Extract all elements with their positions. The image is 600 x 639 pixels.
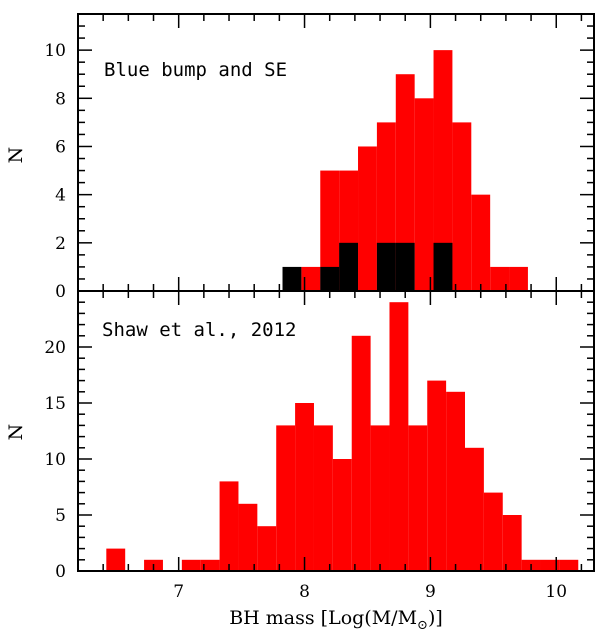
y-tick-label: 0: [55, 282, 66, 302]
histogram-bar: [540, 559, 560, 571]
top-panel-annotation: Blue bump and SE: [104, 59, 287, 81]
x-axis-label: BH mass [Log(M/M⊙)]: [229, 607, 443, 633]
histogram-bar: [465, 447, 484, 571]
histogram-bar: [106, 548, 126, 571]
histogram-bar: [282, 266, 302, 291]
histogram-bar: [509, 266, 528, 291]
x-axis-label-end: )]: [428, 607, 443, 629]
histogram-bar: [238, 503, 258, 571]
y-tick-label: 0: [55, 562, 66, 582]
histogram-bar: [351, 335, 371, 571]
x-tick-label: 10: [545, 582, 567, 602]
x-axis-label-main: BH mass [Log(M/M: [229, 607, 417, 629]
y-tick-label: 6: [55, 137, 66, 157]
histogram-bar: [181, 559, 201, 571]
y-tick-label: 4: [55, 186, 66, 206]
bottom-axis-ticks: [77, 290, 594, 572]
top-y-axis-label: N: [5, 147, 27, 164]
histogram-bar: [339, 242, 359, 291]
x-tick-label: 9: [425, 582, 436, 602]
histogram-bar: [219, 481, 239, 571]
histogram-bar: [320, 170, 340, 291]
histogram-bar: [414, 98, 434, 291]
histogram-bar: [452, 122, 472, 292]
x-tick-label: 8: [299, 582, 310, 602]
histogram-bar: [376, 242, 396, 291]
histogram-bar: [395, 74, 415, 291]
top-histogram-bars: [282, 50, 528, 292]
x-axis-label-sub: ⊙: [417, 618, 428, 633]
y-tick-label: 10: [44, 450, 66, 470]
y-tick-label: 10: [44, 41, 66, 61]
top-panel: 0 2 4 6 8 10 N Blue bump and SE: [5, 13, 595, 302]
histogram-bar: [301, 266, 321, 291]
histogram-bar: [559, 559, 579, 571]
histogram-bar: [332, 459, 352, 571]
y-tick-label: 8: [55, 89, 66, 109]
y-tick-label: 15: [44, 394, 66, 414]
histogram-bar: [408, 425, 428, 571]
histogram-bar: [257, 526, 277, 571]
histogram-bar: [395, 242, 415, 291]
y-tick-label: 5: [55, 506, 66, 526]
histogram-bar: [295, 403, 314, 571]
top-axis-ticks: [77, 13, 594, 292]
bottom-panel-frame: [77, 290, 595, 572]
histogram-bar: [446, 391, 465, 571]
histogram-bar: [427, 380, 447, 571]
histogram-bar: [433, 50, 453, 292]
histogram-bar: [490, 266, 510, 291]
histogram-bar: [370, 425, 390, 571]
histogram-bar: [433, 242, 453, 291]
bottom-tick-labels: 0 5 10 15 20 7 8 9 10: [44, 338, 567, 602]
histogram-bar: [502, 515, 522, 571]
bottom-y-axis-label: N: [5, 424, 27, 441]
bottom-histogram-bars: [106, 302, 579, 571]
histogram-bar: [358, 146, 377, 291]
bottom-panel-annotation: Shaw et al., 2012: [102, 319, 296, 341]
histogram-bar: [320, 266, 340, 291]
bottom-panel: 0 5 10 15 20 7 8 9 10 N Shaw et al., 2012 BH mas…: [5, 290, 595, 633]
y-tick-label: 20: [44, 338, 66, 358]
top-y-tick-labels: 0 2 4 6 8 10: [44, 41, 66, 302]
histogram-bar: [471, 194, 491, 291]
x-tick-label: 7: [173, 582, 184, 602]
histogram-bar: [313, 425, 333, 571]
histogram-bar: [483, 492, 503, 571]
histogram-bar: [276, 425, 296, 571]
histogram-bar: [200, 559, 220, 571]
y-tick-label: 2: [55, 234, 66, 254]
histogram-bar: [389, 302, 409, 571]
